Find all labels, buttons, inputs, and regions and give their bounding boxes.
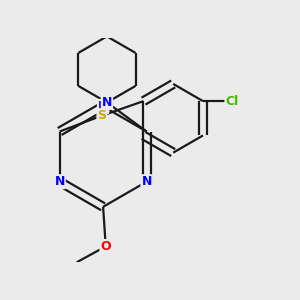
Text: N: N [54,175,65,188]
Text: N: N [98,100,108,113]
Text: S: S [98,109,106,122]
Text: N: N [102,96,112,109]
Text: Cl: Cl [225,94,239,108]
Text: O: O [100,240,111,253]
Text: N: N [141,175,152,188]
